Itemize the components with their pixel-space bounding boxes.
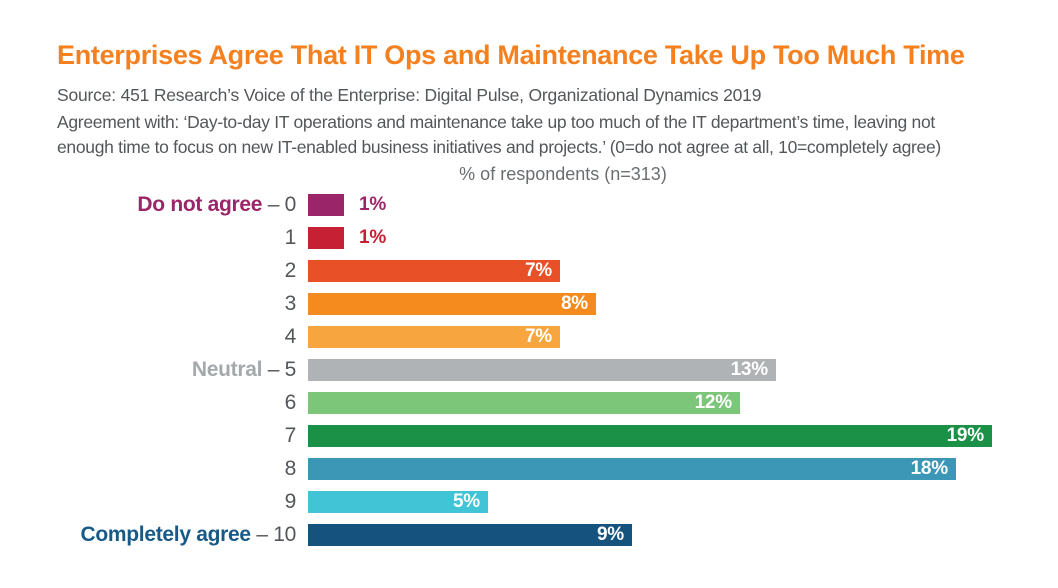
- category-prefix: Do not agree: [137, 193, 263, 216]
- category-label: 6: [0, 391, 297, 415]
- bar-zone: 12%: [308, 392, 1058, 414]
- category-label: 3: [0, 292, 297, 316]
- category-separator: –: [250, 523, 274, 546]
- category-number: 4: [284, 325, 297, 348]
- category-label: 1: [0, 226, 297, 250]
- bar-zone: 5%: [308, 491, 1058, 513]
- bar-zone: 8%: [308, 293, 1058, 315]
- category-number: 8: [284, 457, 297, 480]
- bar: [308, 227, 344, 249]
- value-label: 8%: [560, 293, 588, 314]
- chart-row: 3 8%: [0, 292, 1058, 316]
- bar-zone: 9%: [308, 524, 1058, 546]
- value-label: 18%: [910, 458, 949, 479]
- value-label: 19%: [946, 425, 985, 446]
- category-prefix: Neutral: [191, 358, 263, 381]
- category-separator: –: [262, 193, 285, 216]
- bar-zone: 13%: [308, 359, 1058, 381]
- chart-row: Do not agree – 0 1%: [0, 193, 1058, 217]
- bar: 13%: [308, 359, 776, 381]
- respondents-note: % of respondents (n=313): [459, 164, 667, 184]
- category-label: Do not agree – 0: [0, 193, 296, 217]
- value-label: 1%: [359, 194, 387, 215]
- source-line: Source: 451 Research’s Voice of the Ente…: [57, 85, 762, 105]
- category-label: Completely agree – 10: [0, 523, 297, 547]
- value-label: 1%: [359, 227, 387, 248]
- category-label: 8: [0, 457, 297, 481]
- category-label: Neutral – 5: [0, 358, 296, 382]
- category-number: 6: [284, 391, 297, 414]
- bar: 12%: [308, 392, 740, 414]
- agreement-text: Agreement with: ‘Day-to-day IT operation…: [57, 110, 941, 160]
- agreement-line-1: Agreement with: ‘Day-to-day IT operation…: [57, 112, 935, 132]
- chart-row: 6 12%: [0, 391, 1058, 415]
- bar: 8%: [308, 293, 596, 315]
- bar: 7%: [308, 260, 560, 282]
- value-label: 5%: [452, 491, 480, 512]
- bar: 18%: [308, 458, 956, 480]
- bar-zone: 7%: [308, 326, 1058, 348]
- agreement-line-2: enough time to focus on new IT-enabled b…: [57, 137, 941, 157]
- bar: 7%: [308, 326, 560, 348]
- category-number: 3: [284, 292, 297, 315]
- chart-row: 9 5%: [0, 490, 1058, 514]
- category-number: 1: [284, 226, 297, 249]
- bar-zone: 1%: [308, 194, 1058, 216]
- bar: 9%: [308, 524, 632, 546]
- category-label: 9: [0, 490, 297, 514]
- chart-row: 8 18%: [0, 457, 1058, 481]
- bar-zone: 18%: [308, 458, 1058, 480]
- chart-row: 4 7%: [0, 325, 1058, 349]
- chart-row: 1 1%: [0, 226, 1058, 250]
- chart-row: 7 19%: [0, 424, 1058, 448]
- value-label: 12%: [694, 392, 733, 413]
- value-label: 7%: [524, 326, 552, 347]
- bar-zone: 1%: [308, 227, 1058, 249]
- category-label: 4: [0, 325, 297, 349]
- value-label: 9%: [596, 524, 624, 545]
- category-number: 7: [284, 424, 297, 447]
- bar-zone: 7%: [308, 260, 1058, 282]
- category-number: 2: [284, 259, 297, 282]
- value-label: 13%: [730, 359, 769, 380]
- chart-row: 2 7%: [0, 259, 1058, 283]
- category-number: 5: [284, 358, 297, 381]
- category-label: 7: [0, 424, 297, 448]
- bar: [308, 194, 344, 216]
- chart-row: Neutral – 5 13%: [0, 358, 1058, 382]
- category-prefix: Completely agree: [80, 523, 252, 546]
- value-label: 7%: [524, 260, 552, 281]
- category-number: 10: [273, 523, 296, 546]
- category-label: 2: [0, 259, 297, 283]
- bar: 5%: [308, 491, 488, 513]
- bar: 19%: [308, 425, 992, 447]
- chart-row: Completely agree – 10 9%: [0, 523, 1058, 547]
- bar-zone: 19%: [308, 425, 1058, 447]
- category-number: 0: [284, 193, 297, 216]
- category-number: 9: [284, 490, 297, 513]
- bar-chart: Do not agree – 0 1% 1 1% 2 7% 3 8% 4 7% Neutral – …: [0, 193, 1058, 557]
- page-title: Enterprises Agree That IT Ops and Mainte…: [57, 40, 965, 70]
- category-separator: –: [262, 358, 285, 381]
